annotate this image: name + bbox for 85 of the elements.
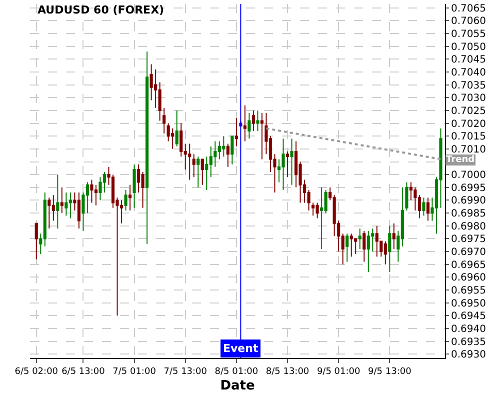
y-tick-label: 0.6930 <box>451 350 486 361</box>
candlestick <box>243 104 246 142</box>
y-tick-label: 0.6940 <box>451 324 486 335</box>
y-tick-label: 0.6965 <box>451 260 486 271</box>
x-tick-label: 6/5 02:00 <box>14 366 58 377</box>
candlestick <box>282 138 285 190</box>
x-tick-label: 9/5 01:00 <box>316 366 360 377</box>
y-tick-label: 0.6975 <box>451 234 486 246</box>
candlestick <box>56 174 60 229</box>
candlestick <box>192 154 196 178</box>
candlestick <box>312 202 315 216</box>
candlestick <box>64 192 68 216</box>
candlestick <box>48 197 51 229</box>
candlestick <box>346 233 349 262</box>
candlestick <box>230 136 234 165</box>
ref-line-label: Event <box>223 342 258 355</box>
candlestick <box>68 192 72 219</box>
y-tick-label: 0.7040 <box>451 67 486 78</box>
y-tick-label: 0.6935 <box>451 336 486 348</box>
y-tick-label: 0.7000 <box>451 170 486 182</box>
y-tick-label: 0.7060 <box>451 16 486 28</box>
x-tick-label: 9/5 13:00 <box>368 366 412 377</box>
y-tick-label: 0.6950 <box>451 298 486 310</box>
candlestick <box>384 240 387 265</box>
y-tick-label: 0.6985 <box>451 208 486 220</box>
y-tick-label: 0.7055 <box>451 29 486 40</box>
x-tick-label: 8/5 13:00 <box>266 366 310 377</box>
candlestick <box>366 230 370 273</box>
y-tick-label: 0.7045 <box>451 54 486 66</box>
x-axis-title: Date <box>220 378 255 394</box>
candlestick <box>405 182 408 211</box>
candlestick <box>200 158 204 186</box>
candlestick <box>171 128 174 150</box>
y-tick-label: 0.6970 <box>451 247 486 258</box>
candlestick <box>286 151 290 178</box>
candlestick <box>350 233 353 258</box>
candlestick <box>320 186 324 250</box>
candlestick <box>252 110 255 132</box>
candlestick <box>422 197 426 216</box>
y-tick-label: 0.7030 <box>451 93 486 104</box>
candlestick <box>256 110 260 132</box>
candlestick <box>196 156 200 188</box>
series-label: Trend <box>446 155 475 165</box>
y-tick-label: 0.7020 <box>451 118 486 130</box>
candlestick <box>128 184 132 211</box>
candlestick <box>426 197 430 222</box>
candlestick <box>362 230 366 262</box>
candlestick <box>234 118 238 147</box>
y-tick-label: 0.6980 <box>451 221 486 232</box>
candlestick <box>290 138 294 186</box>
x-tick-label: 7/5 13:00 <box>164 366 208 377</box>
y-tick-label: 0.7010 <box>451 144 486 156</box>
y-tick-label: 0.7050 <box>451 42 486 53</box>
candlestick <box>146 50 149 244</box>
y-tick-label: 0.7065 <box>451 3 486 14</box>
y-tick-label: 0.6960 <box>451 272 486 284</box>
candlestick <box>358 228 362 250</box>
candlestick <box>77 192 80 229</box>
x-tick-label: 6/5 13:00 <box>62 366 106 377</box>
y-tick-label: 0.7025 <box>451 106 486 117</box>
y-tick-label: 0.6990 <box>451 196 486 207</box>
y-tick-label: 0.6955 <box>451 286 486 297</box>
x-tick-label: 7/5 01:00 <box>112 366 156 377</box>
y-tick-label: 0.6945 <box>451 311 486 322</box>
candlestick <box>90 179 94 204</box>
candlestick <box>375 225 378 258</box>
candlestick <box>388 225 392 273</box>
candlestick <box>226 143 230 168</box>
y-tick-label: 0.7015 <box>451 132 486 143</box>
candlestick <box>162 107 166 134</box>
candlestick <box>248 112 251 140</box>
candlestick <box>175 110 178 147</box>
candlestick <box>60 186 64 214</box>
y-tick-label: 0.6995 <box>451 182 486 194</box>
chart-title: AUDUSD 60 (FOREX) <box>38 4 164 17</box>
candlestick <box>132 164 136 208</box>
candlestick <box>188 143 192 180</box>
candlestick <box>392 222 396 250</box>
candlestick <box>260 112 264 160</box>
candlestick <box>222 136 226 158</box>
candlestick <box>124 189 128 211</box>
y-tick-label: 0.7035 <box>451 80 486 92</box>
x-tick-label: 8/5 01:00 <box>214 366 258 377</box>
candlestick <box>316 202 319 219</box>
candlestick <box>34 222 38 260</box>
